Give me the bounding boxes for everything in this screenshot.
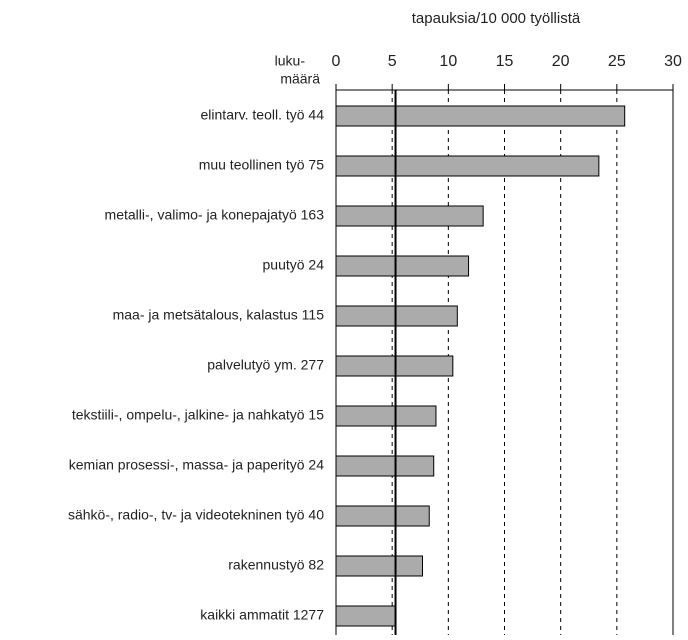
x-tick-label: 25 <box>608 53 626 70</box>
y-tick-label: puutyö 24 <box>263 257 325 273</box>
x-tick-label: 20 <box>552 53 570 70</box>
x-tick-label: 15 <box>496 53 514 70</box>
bar <box>335 205 484 227</box>
y-tick-label: rakennustyö 82 <box>228 557 324 573</box>
bar <box>335 355 454 377</box>
y-tick-label: elintarv. teoll. työ 44 <box>201 107 325 123</box>
y-tick-label: tekstiili-, ompelu-, jalkine- ja nahkaty… <box>72 407 324 423</box>
x-tick-label: 5 <box>388 53 397 70</box>
bar <box>335 305 458 327</box>
y-tick-label: maa- ja metsätalous, kalastus 115 <box>113 307 325 323</box>
y-tick-label: sähkö-, radio-, tv- ja videotekninen työ… <box>68 507 324 523</box>
bar <box>335 555 423 577</box>
bar <box>335 605 397 627</box>
y-tick-label: metalli-, valimo- ja konepajatyö 163 <box>105 207 325 223</box>
bar <box>335 505 430 527</box>
chart-title: tapauksia/10 000 työllistä <box>412 10 581 27</box>
bar <box>335 255 470 277</box>
axis-label: määrä <box>280 71 320 87</box>
y-tick-label: palvelutyö ym. 277 <box>207 357 324 373</box>
axis-label: luku- <box>275 53 306 69</box>
x-tick-label: 10 <box>439 53 457 70</box>
bar <box>335 105 626 127</box>
x-tick-label: 0 <box>332 53 341 70</box>
bar <box>335 455 435 477</box>
y-tick-label: kaikki ammatit 1277 <box>200 607 324 623</box>
bar <box>335 405 437 427</box>
x-tick-label: 30 <box>664 53 682 70</box>
y-tick-label: muu teollinen työ 75 <box>199 157 325 173</box>
bar <box>335 155 600 177</box>
y-tick-label: kemian prosessi-, massa- ja paperityö 24 <box>69 457 324 473</box>
